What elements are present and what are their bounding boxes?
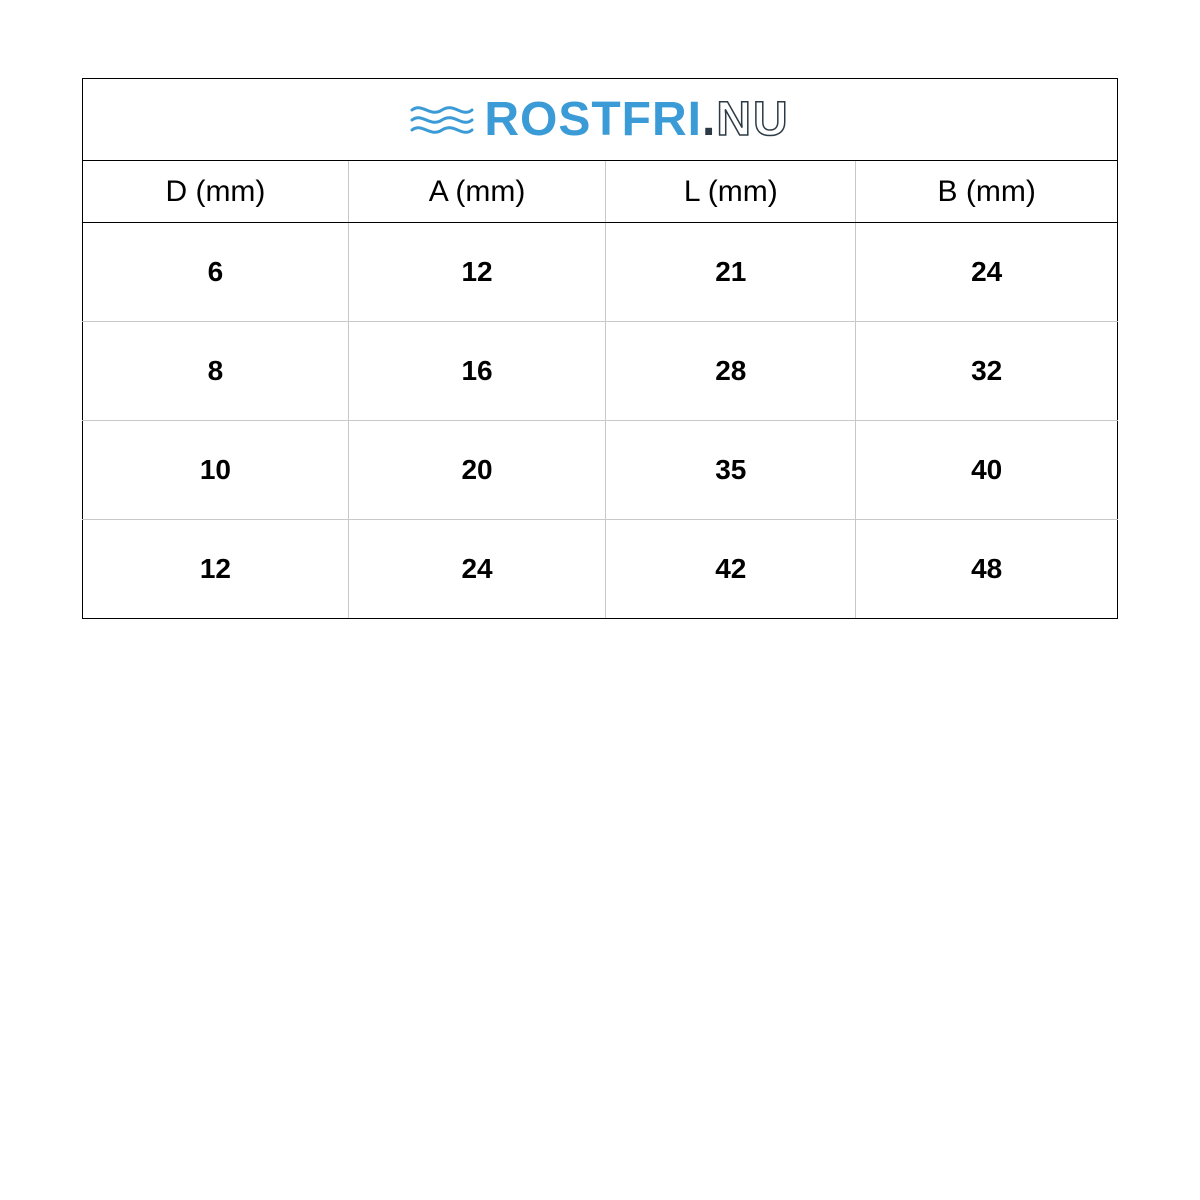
table-row: 8 16 28 32 <box>83 322 1118 421</box>
logo-part1: ROSTFRI <box>484 93 702 146</box>
cell-b: 40 <box>856 421 1118 520</box>
logo-text: ROSTFRI.NU <box>484 96 789 144</box>
col-header-b: B (mm) <box>856 161 1118 223</box>
cell-d: 10 <box>83 421 349 520</box>
col-header-a: A (mm) <box>348 161 605 223</box>
logo-row: ROSTFRI.NU <box>83 79 1118 161</box>
cell-d: 6 <box>83 223 349 322</box>
table-row: 6 12 21 24 <box>83 223 1118 322</box>
table-row: 10 20 35 40 <box>83 421 1118 520</box>
cell-a: 20 <box>348 421 605 520</box>
brand-logo: ROSTFRI.NU <box>84 96 1116 144</box>
cell-b: 24 <box>856 223 1118 322</box>
table-header-row: D (mm) A (mm) L (mm) B (mm) <box>83 161 1118 223</box>
col-header-d: D (mm) <box>83 161 349 223</box>
cell-d: 8 <box>83 322 349 421</box>
cell-l: 28 <box>606 322 856 421</box>
cell-l: 42 <box>606 520 856 619</box>
cell-a: 24 <box>348 520 605 619</box>
wave-icon <box>410 100 474 140</box>
cell-l: 21 <box>606 223 856 322</box>
cell-a: 12 <box>348 223 605 322</box>
col-header-l: L (mm) <box>606 161 856 223</box>
logo-part2: NU <box>716 93 789 146</box>
logo-dot: . <box>702 93 716 146</box>
cell-a: 16 <box>348 322 605 421</box>
cell-b: 48 <box>856 520 1118 619</box>
cell-d: 12 <box>83 520 349 619</box>
cell-l: 35 <box>606 421 856 520</box>
cell-b: 32 <box>856 322 1118 421</box>
dimensions-table: ROSTFRI.NU D (mm) A (mm) L (mm) B (mm) 6… <box>82 78 1118 619</box>
table-row: 12 24 42 48 <box>83 520 1118 619</box>
